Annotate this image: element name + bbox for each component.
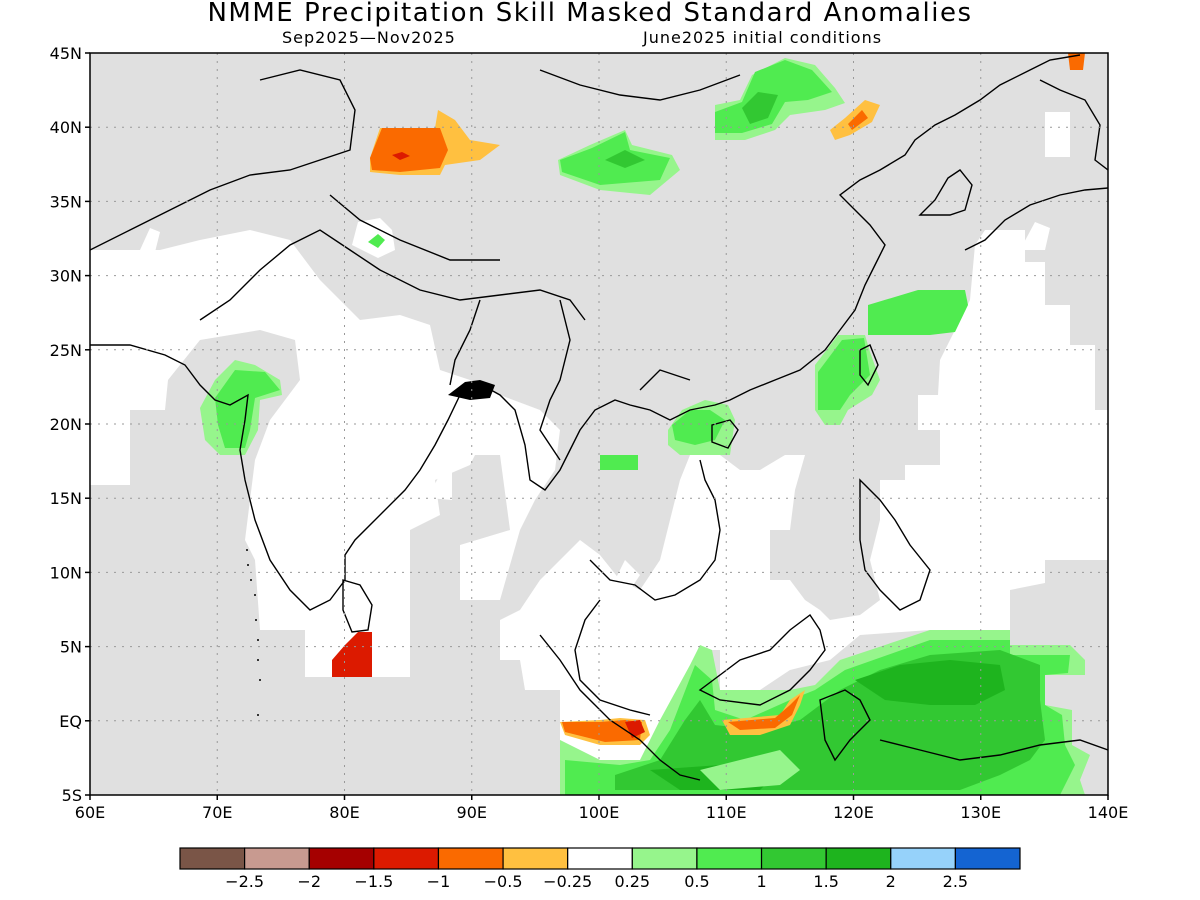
y-tick-label: 5N <box>60 638 82 657</box>
x-tick-label: 80E <box>329 803 359 822</box>
y-tick-label: 20N <box>50 415 82 434</box>
colorbar-swatch <box>954 847 1021 870</box>
colorbar-label: 2.5 <box>943 872 968 891</box>
y-tick-label: 25N <box>50 341 82 360</box>
initial-conditions: June2025 initial conditions <box>643 28 883 47</box>
x-tick-label: 70E <box>202 803 232 822</box>
y-tick-label: 10N <box>50 563 82 582</box>
colorbar-label: −0.5 <box>484 872 523 891</box>
colorbar-swatch <box>179 847 246 870</box>
colorbar-label: 1.5 <box>813 872 838 891</box>
colorbar-swatch <box>244 847 310 870</box>
gridlines <box>90 53 1108 795</box>
x-tick-label: 90E <box>457 803 487 822</box>
colorbar-swatch <box>825 847 892 870</box>
y-tick-label: EQ <box>59 712 82 731</box>
y-tick-label: 30N <box>50 267 82 286</box>
x-tick-label: 130E <box>960 803 1001 822</box>
negative-anomalies <box>332 53 1085 745</box>
forecast-period: Sep2025—Nov2025 <box>282 28 456 47</box>
positive-anomalies <box>200 58 1090 795</box>
x-tick-label: 110E <box>706 803 747 822</box>
colorbar-swatch <box>373 847 440 870</box>
map-title: NMME Precipitation Skill Masked Standard… <box>207 0 973 28</box>
colorbar-swatch <box>502 847 569 870</box>
maldives-islands <box>246 549 261 716</box>
land-outlines <box>90 54 1108 781</box>
y-tick-label: 40N <box>50 118 82 137</box>
colorbar-label: −1 <box>427 872 451 891</box>
axis-labels: 60E 70E 80E 90E 100E 110E 120E 130E 140E 5S EQ 5N 10… <box>50 44 1129 822</box>
y-tick-label: 5S <box>62 786 82 805</box>
colorbar-swatch <box>890 847 956 870</box>
y-tick-label: 15N <box>50 489 82 508</box>
x-tick-label: 60E <box>75 803 105 822</box>
colorbar-swatch <box>760 847 827 870</box>
y-tick-label: 35N <box>50 192 82 211</box>
x-tick-label: 120E <box>833 803 874 822</box>
x-tick-label: 140E <box>1088 803 1129 822</box>
colorbar-label: 0.5 <box>684 872 709 891</box>
colorbar-label: −2 <box>297 872 321 891</box>
colorbar-swatch <box>567 847 633 870</box>
colorbar-swatch <box>308 847 375 870</box>
colorbar-swatch <box>631 847 698 870</box>
colorbar-label: −2.5 <box>225 872 264 891</box>
colorbar-swatch <box>437 847 504 870</box>
x-tick-label: 100E <box>579 803 620 822</box>
colorbar-label: −0.25 <box>543 872 592 891</box>
colorbar: −2.5 −2 −1.5 −1 −0.5 −0.25 0.25 0.5 1 1.5 2 2.5 <box>179 847 1021 891</box>
colorbar-label: 2 <box>886 872 896 891</box>
colorbar-swatch <box>696 847 763 870</box>
colorbar-label: 0.25 <box>614 872 650 891</box>
y-tick-label: 45N <box>50 44 82 63</box>
colorbar-label: 1 <box>756 872 766 891</box>
colorbar-label: −1.5 <box>354 872 393 891</box>
